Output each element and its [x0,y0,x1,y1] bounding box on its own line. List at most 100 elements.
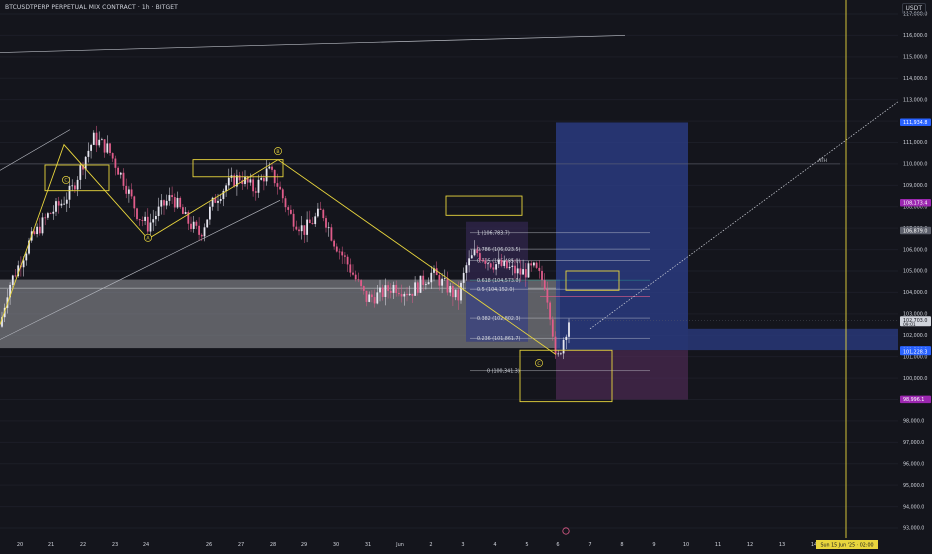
price-label-subtext: 09:01 [903,322,916,328]
time-tick-label: 30 [333,542,339,548]
candle [157,206,160,217]
candle [360,280,362,287]
price-tick-label: 97,000.0 [903,440,924,446]
candle [225,185,227,191]
candle [252,179,254,192]
candle [57,201,60,206]
candle [568,322,570,337]
candle [87,150,90,157]
candle [76,179,79,190]
candle [492,267,495,270]
candle [187,212,190,224]
candle [330,227,333,241]
candle [462,272,465,283]
candle [535,262,538,268]
candle [430,272,433,283]
price-label-badge [900,347,931,356]
candle [506,260,508,269]
candle [179,197,182,208]
highlight-box [519,349,613,403]
candle [279,186,281,190]
candle [541,270,543,281]
candle [119,172,122,175]
candle [114,158,117,168]
highlight-box [44,164,110,192]
time-tick-label: 5 [525,542,528,548]
time-axis[interactable] [0,538,932,550]
price-label-badge [900,199,931,207]
candle [487,263,489,265]
candle [468,258,470,266]
price-tick-label: 102,000.0 [903,333,927,339]
candle [435,268,438,276]
time-tick-label: 13 [779,542,785,548]
fib-level-label: 0.382 (102,802.3) [477,316,521,322]
candle [284,198,287,208]
candle [371,294,373,298]
candle [524,269,527,278]
candle [55,201,57,212]
wave-label-marker [62,176,70,184]
candle [144,216,146,221]
price-tick-label: 95,000.0 [903,483,924,489]
candle [519,268,522,275]
currency-badge[interactable]: USDT [901,3,926,14]
wave-label-text: A [146,236,150,242]
candle [60,203,63,206]
candle [308,219,311,224]
candle [249,179,252,183]
price-tick-label: 114,000.0 [903,76,927,82]
candle [233,175,236,187]
candle [489,263,492,268]
candle [92,132,95,145]
candle [530,263,533,266]
candle [465,265,468,273]
wave-label-text: B [276,149,279,155]
time-tick-label: 27 [238,542,244,548]
price-tick-label: 93,000.0 [903,526,924,532]
candle [136,208,138,220]
fib-level-label: 0.618 (104,573.0) [477,278,521,284]
date-cursor-badge [816,540,878,549]
candle [427,282,430,285]
candle [400,294,403,297]
price-tick-label: 111,000.0 [903,140,927,146]
price-tick-label: 109,000.0 [903,183,927,189]
candle [322,209,325,219]
candle [152,219,155,223]
price-axis[interactable] [898,0,932,550]
candle [52,211,55,214]
candle [349,264,352,273]
candle [392,284,395,293]
candle [28,240,30,254]
fib-level-label: 1 (106,783.7) [477,231,510,237]
wave-label-marker [274,147,282,156]
candle [516,268,519,274]
price-label-text: 106,879.0 [903,228,927,234]
candle [319,208,322,210]
price-label-text: 111,934.8 [903,120,927,126]
candle [106,143,109,153]
candle [368,294,371,302]
candle [265,168,268,182]
fib-range-box-lower [466,281,528,342]
price-label-badge [900,316,931,327]
event-marker-icon[interactable] [562,527,570,535]
price-label-badge [900,395,931,404]
candle [182,207,184,214]
time-tick-label: 9 [652,542,655,548]
candle [497,260,500,265]
candle [36,226,38,235]
candle [500,260,503,266]
candle [365,290,368,302]
time-tick-label: 21 [48,542,54,548]
candle [211,197,214,207]
candle [551,319,554,337]
fib-level-label: 0.786 (106,023.5) [477,247,521,253]
candle [403,293,406,297]
time-tick-label: 2 [429,542,432,548]
price-tick-label: 104,000.0 [903,290,927,296]
candle [335,246,338,252]
